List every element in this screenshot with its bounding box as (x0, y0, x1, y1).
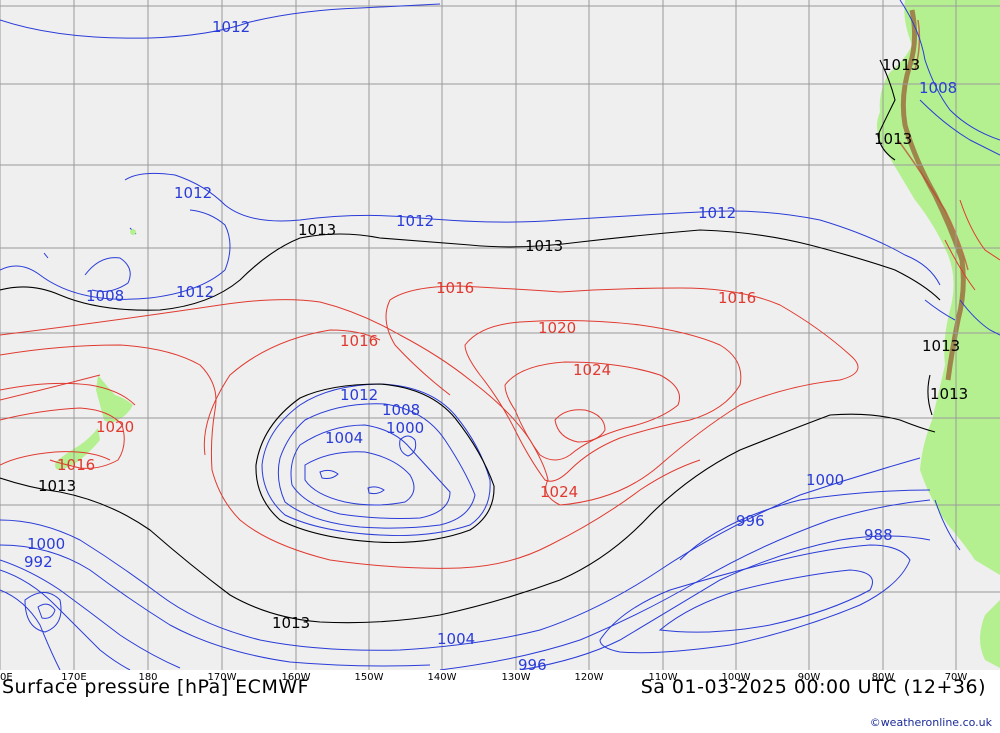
low-pressure-isobars (0, 0, 1000, 671)
ocean-background (0, 0, 1000, 670)
map-title: Surface pressure [hPa] ECMWF (2, 676, 310, 698)
south-america-land (876, 0, 1000, 668)
isobar-label: 1012 (340, 386, 378, 404)
contour-labels: 1012 1012 1012 1012 1012 1012 1008 1008 … (24, 18, 968, 674)
isobar-label: 1016 (718, 289, 756, 307)
isobar-label: 1012 (396, 212, 434, 230)
isobar-label: 1008 (919, 79, 957, 97)
longitude-label: 80W (871, 672, 895, 683)
isobar-label: 1020 (96, 418, 134, 436)
longitude-label: 120W (574, 672, 604, 683)
isobar-label: 996 (518, 656, 547, 670)
isobar-label: 1013 (930, 385, 968, 403)
isobar-label: 1024 (573, 361, 611, 379)
longitude-label: 160E (0, 672, 13, 683)
longitude-label: 100W (721, 672, 751, 683)
isobar-label: 1013 (298, 221, 336, 239)
isobar-label: 1000 (27, 535, 65, 553)
isobar-label: 1020 (538, 319, 576, 337)
pressure-map: 1012 1012 1012 1012 1012 1012 1008 1008 … (0, 0, 1000, 674)
high-pressure-isobars (0, 199, 1000, 569)
map-footer (0, 670, 1000, 733)
isobar-label: 988 (864, 526, 893, 544)
isobar-label: 1013 (272, 614, 310, 632)
isobar-label: 1013 (525, 237, 563, 255)
isobar-label: 996 (736, 512, 765, 530)
isobar-label: 1012 (212, 18, 250, 36)
isobar-label: 1012 (174, 184, 212, 202)
longitude-label: 110W (648, 672, 678, 683)
isobar-label: 1013 (874, 130, 912, 148)
longitude-label: 130W (501, 672, 531, 683)
isobar-label: 1016 (57, 456, 95, 474)
isobar-label: 1013 (922, 337, 960, 355)
site-credit[interactable]: ©weatheronline.co.uk (869, 716, 992, 729)
isobar-label: 1000 (386, 419, 424, 437)
longitude-label: 160W (281, 672, 311, 683)
isobar-label: 1013 (882, 56, 920, 74)
lat-lon-grid (0, 0, 1000, 670)
isobar-label: 1016 (340, 332, 378, 350)
isobar-label: 1024 (540, 483, 578, 501)
new-zealand-land (43, 227, 137, 470)
isobar-label: 1013 (38, 477, 76, 495)
isobar-label: 1008 (382, 401, 420, 419)
isobar-label: 1004 (437, 630, 475, 648)
mean-pressure-isobar-1013 (0, 59, 941, 624)
longitude-label: 90W (797, 672, 821, 683)
longitude-label: 170W (207, 672, 237, 683)
longitude-label: 70W (944, 672, 968, 683)
isobar-label: 992 (24, 553, 53, 571)
longitude-label: 140W (427, 672, 457, 683)
longitude-label: 150W (354, 672, 384, 683)
isobar-label: 1012 (698, 204, 736, 222)
isobar-label: 1000 (806, 471, 844, 489)
isobar-label: 1004 (325, 429, 363, 447)
longitude-label: 180 (138, 672, 158, 683)
longitude-label: 170E (61, 672, 87, 683)
isobar-label: 1016 (436, 279, 474, 297)
isobar-label: 1008 (86, 287, 124, 305)
isobar-label: 1012 (176, 283, 214, 301)
valid-time: Sa 01-03-2025 00:00 UTC (12+36) (640, 676, 986, 698)
